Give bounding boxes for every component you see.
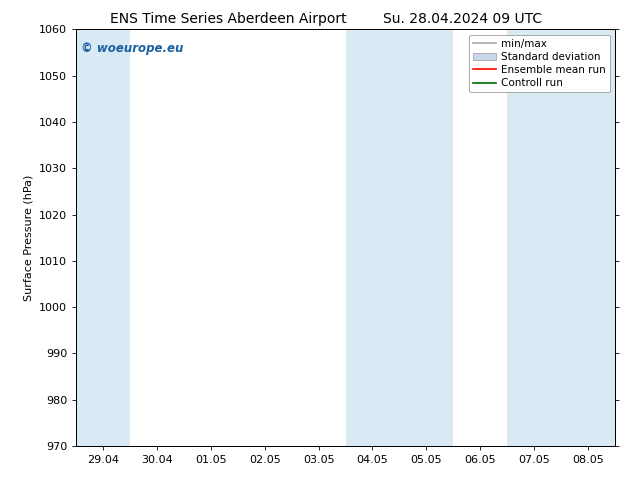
Legend: min/max, Standard deviation, Ensemble mean run, Controll run: min/max, Standard deviation, Ensemble me…	[469, 35, 610, 92]
Text: Su. 28.04.2024 09 UTC: Su. 28.04.2024 09 UTC	[384, 12, 542, 26]
Bar	[76, 29, 130, 446]
Y-axis label: Surface Pressure (hPa): Surface Pressure (hPa)	[23, 174, 34, 301]
Text: © woeurope.eu: © woeurope.eu	[81, 42, 184, 55]
Bar	[507, 29, 615, 446]
Text: ENS Time Series Aberdeen Airport: ENS Time Series Aberdeen Airport	[110, 12, 347, 26]
Bar	[346, 29, 453, 446]
